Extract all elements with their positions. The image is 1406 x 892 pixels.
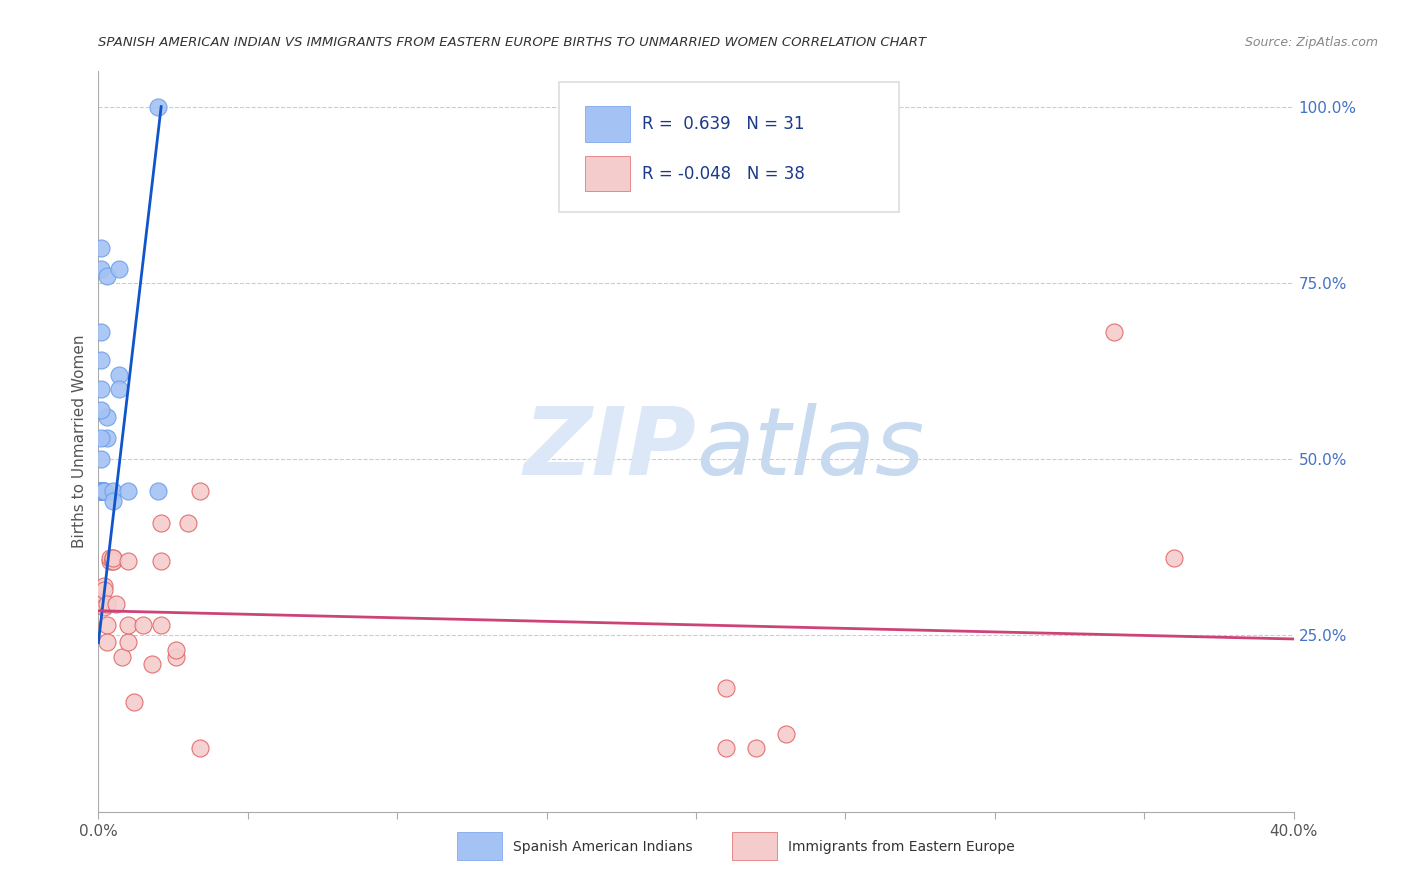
Point <box>105 597 128 611</box>
Text: Spanish American Indians: Spanish American Indians <box>513 839 693 854</box>
Point <box>745 741 768 756</box>
Point <box>90 483 112 498</box>
Point <box>90 483 112 498</box>
Point <box>148 100 170 114</box>
Point <box>96 268 118 283</box>
Point <box>165 642 187 657</box>
FancyBboxPatch shape <box>585 106 630 142</box>
Point <box>96 618 118 632</box>
Point <box>93 483 115 498</box>
Point <box>132 618 155 632</box>
Point <box>117 618 139 632</box>
Point <box>117 483 139 498</box>
Point <box>165 649 187 664</box>
Point <box>96 635 118 649</box>
Point <box>93 579 115 593</box>
Point <box>90 402 112 417</box>
Point <box>90 483 112 498</box>
Point <box>90 483 112 498</box>
Point <box>96 431 118 445</box>
Point <box>93 600 115 615</box>
Point <box>103 494 125 508</box>
Point <box>90 261 112 276</box>
Point <box>93 483 115 498</box>
Point <box>90 353 112 368</box>
Text: R = -0.048   N = 38: R = -0.048 N = 38 <box>643 164 806 183</box>
Point <box>714 741 737 756</box>
Text: ZIP: ZIP <box>523 403 696 495</box>
Point <box>141 657 163 671</box>
Point <box>90 483 112 498</box>
Point <box>90 382 112 396</box>
Point <box>90 452 112 467</box>
Point <box>188 741 211 756</box>
Text: SPANISH AMERICAN INDIAN VS IMMIGRANTS FROM EASTERN EUROPE BIRTHS TO UNMARRIED WO: SPANISH AMERICAN INDIAN VS IMMIGRANTS FR… <box>98 36 927 49</box>
FancyBboxPatch shape <box>558 82 900 212</box>
Point <box>103 550 125 565</box>
Text: Source: ZipAtlas.com: Source: ZipAtlas.com <box>1244 36 1378 49</box>
Point <box>103 554 125 568</box>
Point <box>90 483 112 498</box>
Point <box>108 382 131 396</box>
FancyBboxPatch shape <box>457 831 502 860</box>
Point <box>103 483 125 498</box>
Text: R =  0.639   N = 31: R = 0.639 N = 31 <box>643 115 804 133</box>
Point <box>90 483 112 498</box>
Point <box>103 554 125 568</box>
Point <box>90 593 112 607</box>
Point <box>90 597 112 611</box>
Y-axis label: Births to Unmarried Women: Births to Unmarried Women <box>72 334 87 549</box>
Point <box>150 618 173 632</box>
Point <box>103 550 125 565</box>
Text: Immigrants from Eastern Europe: Immigrants from Eastern Europe <box>787 839 1015 854</box>
Point <box>100 550 122 565</box>
Text: atlas: atlas <box>696 403 924 494</box>
Point <box>93 483 115 498</box>
FancyBboxPatch shape <box>733 831 778 860</box>
Point <box>93 483 115 498</box>
Point <box>150 516 173 530</box>
Point <box>90 325 112 339</box>
Point <box>100 554 122 568</box>
Point <box>93 582 115 597</box>
Point <box>1104 325 1126 339</box>
Point <box>111 649 134 664</box>
Point <box>90 597 112 611</box>
FancyBboxPatch shape <box>585 156 630 191</box>
Point <box>150 554 173 568</box>
Point <box>96 597 118 611</box>
Point <box>148 483 170 498</box>
Point <box>177 516 200 530</box>
Point <box>714 681 737 696</box>
Point <box>90 241 112 255</box>
Point <box>108 368 131 382</box>
Point <box>90 593 112 607</box>
Point <box>775 727 797 741</box>
Point <box>124 695 146 709</box>
Point <box>117 635 139 649</box>
Point <box>90 483 112 498</box>
Point <box>1163 550 1185 565</box>
Point <box>96 409 118 424</box>
Point <box>188 483 211 498</box>
Point <box>108 261 131 276</box>
Point <box>117 554 139 568</box>
Point <box>90 431 112 445</box>
